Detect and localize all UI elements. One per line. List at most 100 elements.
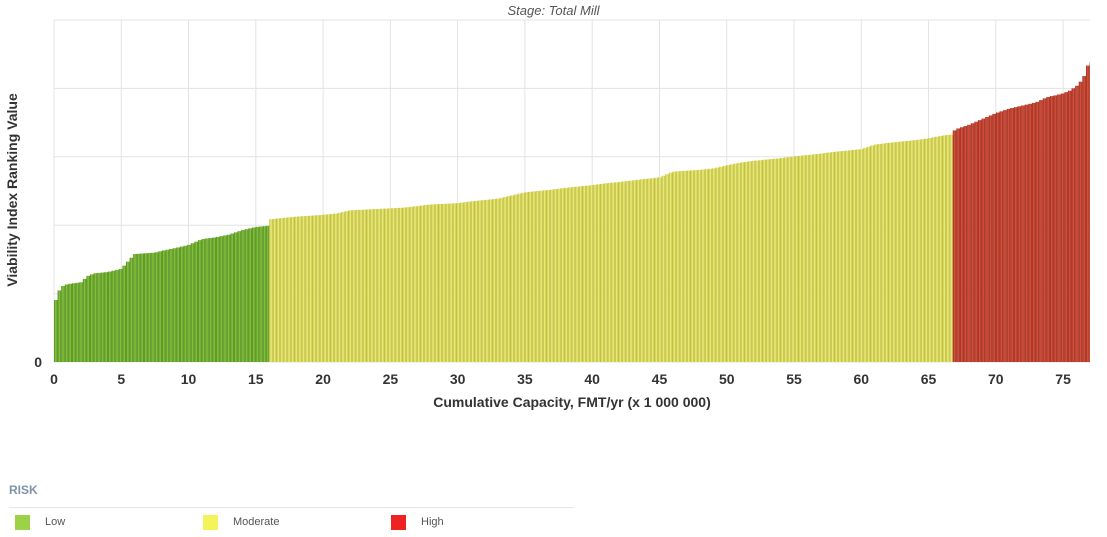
bar-moderate-132 xyxy=(744,161,749,362)
bar-moderate-7 xyxy=(294,216,299,362)
bar-moderate-15 xyxy=(323,214,327,362)
bar-moderate-72 xyxy=(528,191,533,362)
bar-moderate-80 xyxy=(557,188,561,362)
bar-moderate-163 xyxy=(856,149,860,362)
legend-label-moderate: Moderate xyxy=(233,516,280,528)
bar-moderate-78 xyxy=(550,189,554,362)
bar-moderate-153 xyxy=(820,153,824,362)
bar-high-32 xyxy=(1067,90,1072,363)
bar-moderate-88 xyxy=(586,185,590,362)
bar-low-26 xyxy=(147,253,152,362)
bar-moderate-131 xyxy=(740,162,745,362)
bar-moderate-184 xyxy=(931,137,936,362)
bar-low-13 xyxy=(100,272,105,362)
bar-moderate-46 xyxy=(434,204,439,362)
bar-moderate-181 xyxy=(920,139,925,362)
bar-moderate-146 xyxy=(794,156,799,362)
bar-moderate-134 xyxy=(751,160,756,362)
bar-high-17 xyxy=(1013,107,1018,362)
bar-moderate-159 xyxy=(841,150,846,362)
bar-moderate-33 xyxy=(388,208,392,362)
bar-moderate-103 xyxy=(640,179,644,362)
bar-high-36 xyxy=(1082,76,1086,363)
bar-low-39 xyxy=(194,241,198,362)
bar-low-50 xyxy=(234,232,238,362)
bar-high-21 xyxy=(1028,103,1032,363)
bar-low-34 xyxy=(176,247,180,362)
bar-high-35 xyxy=(1078,81,1083,362)
bar-low-49 xyxy=(230,233,234,362)
bar-moderate-57 xyxy=(474,200,479,362)
bar-moderate-30 xyxy=(377,208,381,362)
bar-moderate-76 xyxy=(542,190,547,362)
x-tick-label-40: 40 xyxy=(584,371,600,387)
bar-moderate-8 xyxy=(298,216,302,362)
bar-low-29 xyxy=(158,251,162,362)
x-tick-label-10: 10 xyxy=(181,371,197,387)
bar-moderate-185 xyxy=(935,136,939,362)
bar-moderate-73 xyxy=(532,191,536,362)
bar-low-27 xyxy=(151,252,155,362)
bar-low-32 xyxy=(169,248,173,362)
legend-divider xyxy=(9,507,574,508)
bar-moderate-165 xyxy=(863,147,867,362)
bar-moderate-100 xyxy=(629,180,633,362)
bar-low-9 xyxy=(86,275,90,362)
bar-moderate-81 xyxy=(560,188,565,362)
bar-high-14 xyxy=(1003,110,1007,362)
bar-high-29 xyxy=(1057,94,1061,363)
bar-moderate-27 xyxy=(366,209,371,362)
bar-moderate-148 xyxy=(802,155,806,362)
x-tick-label-30: 30 xyxy=(450,371,466,387)
bar-high-27 xyxy=(1049,96,1054,362)
bar-moderate-105 xyxy=(647,178,651,362)
bar-low-31 xyxy=(165,249,170,362)
bar-low-52 xyxy=(241,230,245,362)
bar-high-31 xyxy=(1064,92,1068,362)
bar-low-10 xyxy=(90,274,94,362)
bar-low-43 xyxy=(208,237,213,362)
bar-moderate-4 xyxy=(283,217,288,362)
bar-moderate-36 xyxy=(398,207,403,362)
bar-low-41 xyxy=(201,238,206,362)
bar-moderate-96 xyxy=(614,182,619,362)
bar-moderate-169 xyxy=(877,144,882,362)
bar-low-55 xyxy=(252,227,256,362)
bar-high-25 xyxy=(1042,98,1047,362)
bar-moderate-39 xyxy=(409,206,414,362)
x-tick-label-45: 45 xyxy=(652,371,668,387)
bar-moderate-160 xyxy=(845,150,849,362)
bar-moderate-43 xyxy=(424,205,428,362)
bar-moderate-108 xyxy=(658,177,662,362)
bar-moderate-82 xyxy=(564,187,569,362)
bar-moderate-168 xyxy=(874,144,878,362)
bar-moderate-41 xyxy=(416,205,421,362)
bar-high-7 xyxy=(977,120,982,363)
bar-moderate-102 xyxy=(636,179,641,362)
bar-moderate-24 xyxy=(355,209,360,362)
bar-moderate-40 xyxy=(413,206,417,362)
bar-moderate-127 xyxy=(726,165,731,362)
bar-moderate-85 xyxy=(575,186,579,362)
bar-moderate-170 xyxy=(881,143,885,362)
bar-moderate-54 xyxy=(463,202,468,362)
bar-moderate-121 xyxy=(704,169,709,362)
bar-high-37 xyxy=(1085,65,1090,362)
bar-moderate-18 xyxy=(334,213,338,362)
bar-moderate-171 xyxy=(884,143,889,362)
bar-moderate-34 xyxy=(391,208,396,362)
x-tick-label-70: 70 xyxy=(988,371,1004,387)
bar-moderate-143 xyxy=(784,157,788,362)
x-tick-label-65: 65 xyxy=(921,371,937,387)
bar-moderate-156 xyxy=(830,152,835,362)
bar-low-53 xyxy=(244,229,249,362)
legend-label-high: High xyxy=(421,516,444,528)
bar-low-56 xyxy=(255,226,260,362)
bar-high-22 xyxy=(1031,102,1036,363)
risk-curve-chart: 0 5 10 15 20 25 30 35 40 45 50 55 60 65 70 75 0 Viabilit… xyxy=(4,19,1090,410)
bar-moderate-56 xyxy=(470,201,475,362)
x-tick-label-75: 75 xyxy=(1055,371,1071,387)
bar-moderate-172 xyxy=(888,142,893,362)
bar-moderate-77 xyxy=(546,190,551,362)
bar-moderate-14 xyxy=(319,214,324,362)
